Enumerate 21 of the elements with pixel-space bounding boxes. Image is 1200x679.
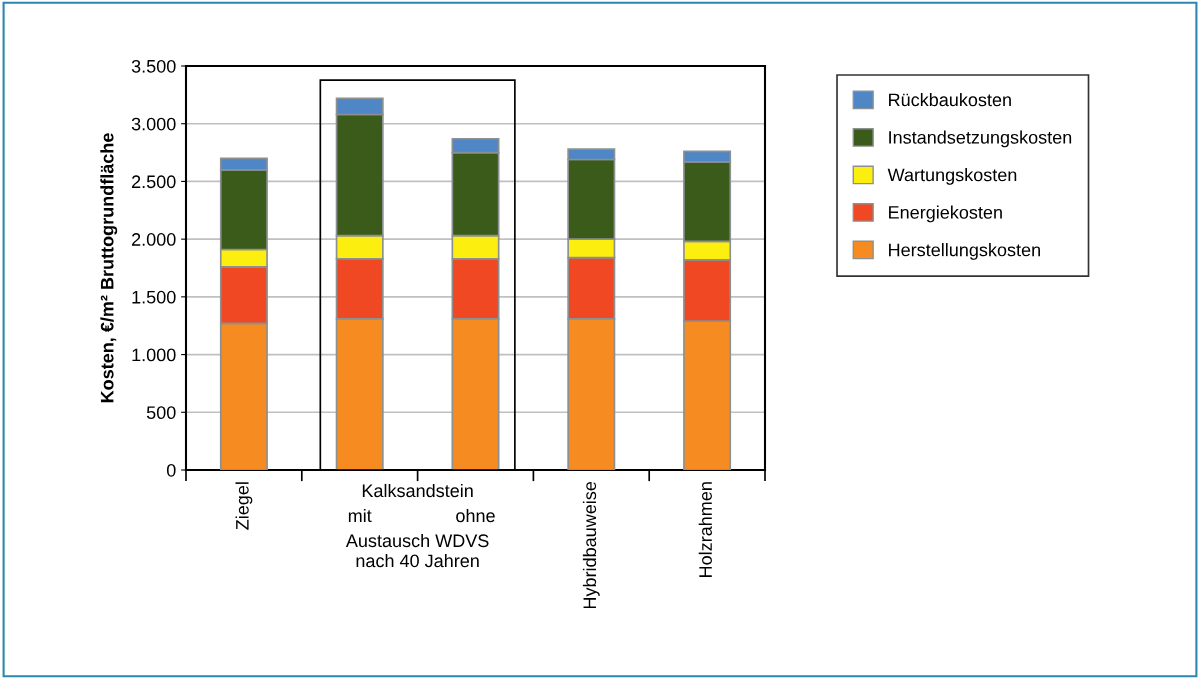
text: Austausch WDVS nach 40 Jahren <box>345 533 489 568</box>
x-tick-label: Hybridbauweise <box>582 481 600 609</box>
x-tick-label: ohne <box>456 508 495 523</box>
y-tick-label: 2.500 <box>132 175 176 189</box>
y-tick-label: 0 <box>166 463 176 477</box>
y-tick-label: 1.500 <box>132 290 176 304</box>
x-tick-label: Holzrahmen <box>698 482 712 577</box>
y-tick-label: 2.000 <box>132 233 176 246</box>
legend-label: Herstellungskosten <box>889 243 1040 260</box>
legend-label: Energiekosten <box>889 205 1002 223</box>
x-tick-label: mit <box>348 508 372 523</box>
y-tick-label: 500 <box>146 406 176 420</box>
text: Kalksandstein <box>362 483 473 498</box>
y-tick-label: 1.000 <box>132 348 176 362</box>
y-tick-label: 3.000 <box>131 117 176 131</box>
legend-label: Wartungskosten <box>887 168 1017 185</box>
legend-label: Rückbaukosten <box>889 93 1011 107</box>
y-tick-label: 3.500 <box>131 59 176 73</box>
legend-label: Instandsetzungskosten <box>889 130 1072 148</box>
x-tick-label: Ziegel <box>235 482 253 530</box>
y-axis-title: Kosten, €/m² Bruttogrundfläche <box>100 133 118 403</box>
